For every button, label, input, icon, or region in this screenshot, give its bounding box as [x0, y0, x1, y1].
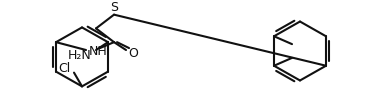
Text: O: O	[128, 47, 138, 60]
Text: H₂N: H₂N	[68, 49, 92, 62]
Text: Cl: Cl	[58, 62, 70, 75]
Text: S: S	[110, 1, 118, 14]
Text: NH: NH	[89, 45, 108, 59]
